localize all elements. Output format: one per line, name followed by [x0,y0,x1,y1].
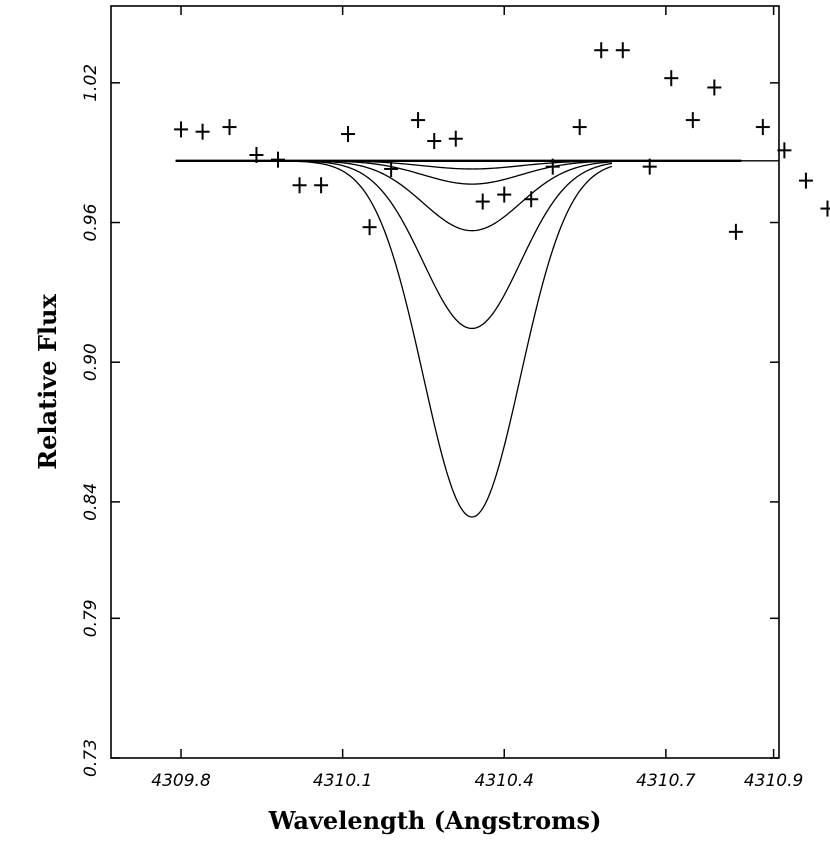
model-4-curve [175,160,613,330]
x-tick-label: 4310.7 [636,771,696,791]
observed-point [271,151,285,168]
observed-point [798,172,813,189]
x-tick-label: 4310.9 [744,771,803,791]
y-tick-label: 0.73 [81,739,101,777]
y-axis-title: Relative Flux [33,294,62,470]
y-tick-label: 0.79 [81,599,101,637]
observed-point [594,42,609,59]
observed-point [707,79,722,96]
observed-point [524,191,539,208]
observed-point [755,119,770,136]
observed-point [685,112,700,129]
y-tick-label: 0.96 [81,203,101,241]
observed-point [362,219,377,236]
x-tick-label: 4309.8 [151,771,211,791]
observed-point [249,147,264,164]
x-tick-label: 4310.4 [475,771,534,791]
observed-data-points [174,42,830,240]
observed-point [411,112,426,129]
observed-point [174,121,189,138]
observed-point [664,70,679,87]
observed-point [777,142,792,159]
observed-point [475,193,490,210]
model-curves [175,159,779,518]
observed-point [195,123,210,140]
x-tick-label: 4310.1 [313,771,372,791]
observed-point [384,160,399,177]
model-3-curve [175,160,613,232]
observed-point [572,119,587,136]
plot-frame [110,5,780,759]
y-tick-label: 0.84 [81,483,101,521]
model-5-curve [175,160,613,518]
observed-point [314,177,329,194]
y-tick-label: 0.90 [81,343,101,381]
observed-point [642,158,657,175]
observed-point [545,158,560,175]
observed-point [341,126,356,143]
model-1-curve [175,160,779,170]
observed-point [820,200,830,217]
observed-point [222,119,237,136]
observed-point [292,177,307,194]
y-tick-label: 1.02 [81,64,101,102]
observed-point [497,186,512,203]
observed-point [427,133,442,150]
y-axis: 0.73 0.79 0.84 0.90 0.96 1.02 [81,64,779,777]
x-axis-title: Wavelength (Angstroms) [268,806,602,835]
observed-point [615,42,630,59]
observed-point [728,223,743,240]
x-axis: 4309.8 4310.1 4310.4 4310.7 4310.9 [151,6,803,791]
observed-point [448,130,463,147]
